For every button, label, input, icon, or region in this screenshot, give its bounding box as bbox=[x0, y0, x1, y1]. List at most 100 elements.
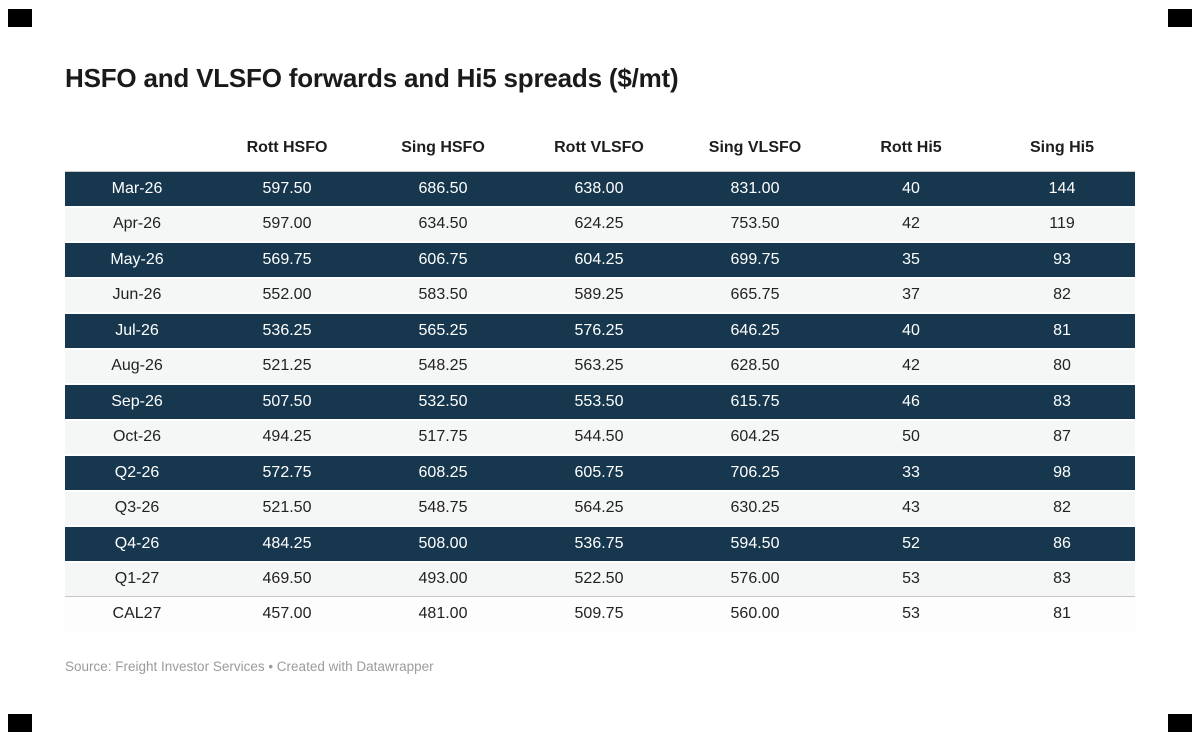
value-cell: 589.25 bbox=[574, 286, 624, 304]
value-cell: 594.50 bbox=[730, 534, 780, 552]
value-cell: 119 bbox=[1049, 215, 1075, 233]
value-cell: 565.25 bbox=[418, 321, 468, 339]
value-cell: 82 bbox=[1053, 286, 1071, 304]
table-row: Q3-26 521.50 548.75 564.25 630.25 43 82 bbox=[65, 490, 1135, 526]
value-cell: 605.75 bbox=[574, 463, 624, 481]
value-cell: 831.00 bbox=[677, 171, 833, 207]
corner-mark-top-left bbox=[8, 9, 32, 27]
value-cell: 606.75 bbox=[418, 250, 468, 268]
value-cell: 457.00 bbox=[262, 604, 312, 622]
value-cell: 628.50 bbox=[730, 357, 780, 375]
row-label-cell: CAL27 bbox=[112, 604, 162, 622]
value-cell: 572.75 bbox=[262, 463, 312, 481]
row-label-cell: Oct-26 bbox=[112, 428, 161, 446]
value-cell: 80 bbox=[1053, 357, 1071, 375]
value-cell: 576.00 bbox=[730, 570, 780, 588]
table-header-row: Rott HSFO Sing HSFO Rott VLSFO Sing VLSF… bbox=[65, 125, 1135, 172]
value-cell: 35 bbox=[902, 250, 920, 268]
column-header-sing-vlsfo: Sing VLSFO bbox=[708, 139, 802, 156]
value-cell: 576.25 bbox=[574, 321, 624, 339]
value-cell: 83 bbox=[1053, 392, 1071, 410]
value-cell: 81 bbox=[1053, 604, 1071, 622]
table-row: Jun-26 552.00 583.50 589.25 665.75 37 82 bbox=[65, 277, 1135, 313]
value-cell: 553.50 bbox=[574, 392, 624, 410]
value-cell: 509.75 bbox=[574, 604, 624, 622]
value-cell: 699.75 bbox=[730, 250, 780, 268]
value-cell: 536.25 bbox=[262, 321, 312, 339]
row-label-column-header bbox=[65, 125, 209, 172]
column-header-rott-vlsfo: Rott VLSFO bbox=[554, 139, 644, 156]
corner-mark-bottom-right bbox=[1168, 714, 1192, 732]
table-row: Sep-26 507.50 532.50 553.50 615.75 46 83 bbox=[65, 384, 1135, 420]
table-row: Mar-26 597.50 686.50 638.00 831.00 40 144 bbox=[65, 171, 1135, 207]
value-cell: 608.25 bbox=[418, 463, 468, 481]
value-cell: 536.75 bbox=[574, 534, 624, 552]
column-header-rott-hsfo: Rott HSFO bbox=[246, 139, 328, 156]
source-attribution: Source: Freight Investor Services • Crea… bbox=[65, 659, 434, 674]
value-cell: 597.50 bbox=[209, 171, 365, 207]
table-row: Oct-26 494.25 517.75 544.50 604.25 50 87 bbox=[65, 419, 1135, 455]
value-cell: 33 bbox=[902, 463, 920, 481]
value-cell: 548.25 bbox=[418, 357, 468, 375]
value-cell: 46 bbox=[902, 392, 920, 410]
value-cell: 552.00 bbox=[262, 286, 312, 304]
value-cell: 493.00 bbox=[418, 570, 468, 588]
value-cell: 508.00 bbox=[418, 534, 468, 552]
value-cell: 494.25 bbox=[262, 428, 312, 446]
value-cell: 40 bbox=[902, 321, 920, 339]
value-cell: 481.00 bbox=[418, 604, 468, 622]
value-cell: 630.25 bbox=[730, 499, 780, 517]
value-cell: 42 bbox=[902, 215, 920, 233]
table-row: Aug-26 521.25 548.25 563.25 628.50 42 80 bbox=[65, 348, 1135, 384]
row-label-cell: Aug-26 bbox=[111, 357, 163, 375]
row-label-cell: Apr-26 bbox=[112, 215, 162, 233]
value-cell: 646.25 bbox=[730, 321, 780, 339]
value-cell: 40 bbox=[833, 171, 989, 207]
row-label-cell: Q1-27 bbox=[114, 570, 160, 588]
value-cell: 469.50 bbox=[262, 570, 312, 588]
value-cell: 532.50 bbox=[418, 392, 468, 410]
value-cell: 50 bbox=[902, 428, 920, 446]
value-cell: 604.25 bbox=[574, 250, 624, 268]
value-cell: 82 bbox=[1053, 499, 1071, 517]
value-cell: 83 bbox=[1053, 570, 1071, 588]
value-cell: 98 bbox=[1053, 463, 1071, 481]
row-label-cell: Jul-26 bbox=[115, 321, 159, 339]
row-label-cell: Q3-26 bbox=[114, 499, 160, 517]
chart-title: HSFO and VLSFO forwards and Hi5 spreads … bbox=[65, 63, 679, 93]
value-cell: 522.50 bbox=[574, 570, 624, 588]
column-header-rott-hi5: Rott Hi5 bbox=[880, 139, 942, 156]
value-cell: 93 bbox=[1053, 250, 1071, 268]
table-row: Q2-26 572.75 608.25 605.75 706.25 33 98 bbox=[65, 455, 1135, 491]
value-cell: 53 bbox=[902, 604, 920, 622]
row-label-cell: Mar-26 bbox=[65, 171, 209, 207]
value-cell: 86 bbox=[1053, 534, 1071, 552]
row-label-cell: Sep-26 bbox=[111, 392, 163, 410]
value-cell: 665.75 bbox=[730, 286, 780, 304]
value-cell: 634.50 bbox=[418, 215, 468, 233]
table-body: Mar-26 597.50 686.50 638.00 831.00 40 144 Apr-2… bbox=[65, 171, 1135, 632]
table-row: Apr-26 597.00 634.50 624.25 753.50 42 119 bbox=[65, 206, 1135, 242]
value-cell: 569.75 bbox=[262, 250, 312, 268]
value-cell: 548.75 bbox=[418, 499, 468, 517]
forwards-table: Rott HSFO Sing HSFO Rott VLSFO Sing VLSF… bbox=[65, 125, 1135, 633]
value-cell: 52 bbox=[902, 534, 920, 552]
value-cell: 484.25 bbox=[262, 534, 312, 552]
value-cell: 638.00 bbox=[521, 171, 677, 207]
value-cell: 686.50 bbox=[365, 171, 521, 207]
value-cell: 564.25 bbox=[574, 499, 624, 517]
value-cell: 560.00 bbox=[730, 604, 780, 622]
value-cell: 521.25 bbox=[262, 357, 312, 375]
table-row: Jul-26 536.25 565.25 576.25 646.25 40 81 bbox=[65, 313, 1135, 349]
value-cell: 604.25 bbox=[730, 428, 780, 446]
value-cell: 53 bbox=[902, 570, 920, 588]
value-cell: 706.25 bbox=[730, 463, 780, 481]
corner-mark-top-right bbox=[1168, 9, 1192, 27]
value-cell: 42 bbox=[902, 357, 920, 375]
value-cell: 753.50 bbox=[730, 215, 780, 233]
value-cell: 615.75 bbox=[730, 392, 780, 410]
row-label-cell: Q2-26 bbox=[114, 463, 160, 481]
value-cell: 87 bbox=[1053, 428, 1071, 446]
corner-mark-bottom-left bbox=[8, 714, 32, 732]
